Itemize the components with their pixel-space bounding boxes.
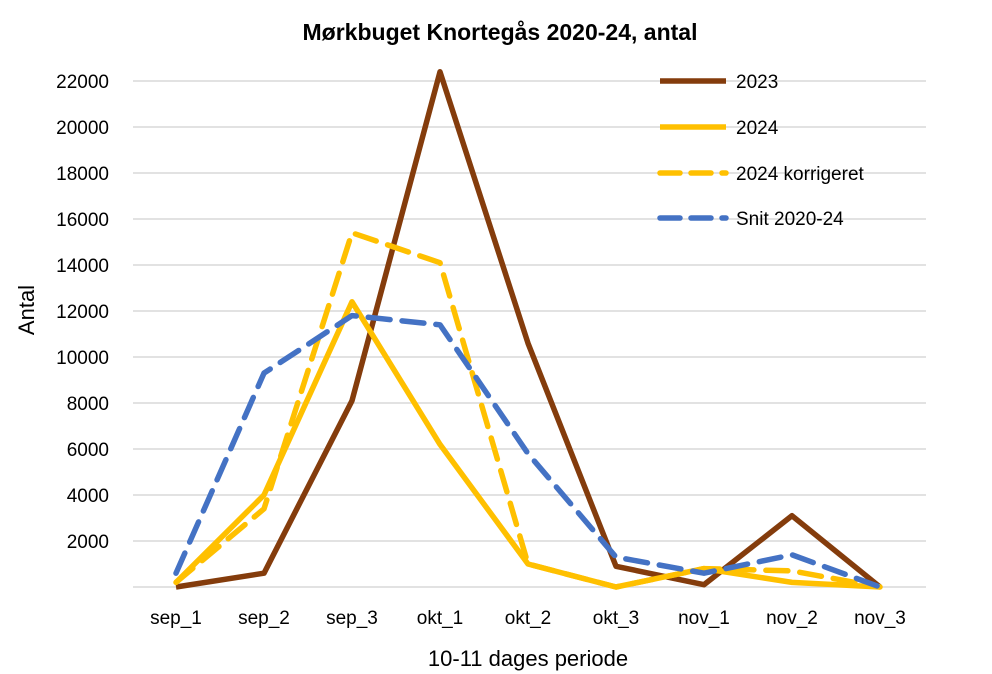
x-tick-label: sep_3 — [326, 608, 378, 629]
x-tick-label: okt_2 — [505, 608, 551, 629]
y-axis-ticks: 2000 4000 6000 8000 10000 12000 14000 16000 1800… — [56, 72, 109, 553]
y-tick-label: 4000 — [67, 486, 109, 507]
series-line-2024 — [174, 299, 881, 590]
x-tick-label: sep_2 — [238, 608, 290, 629]
x-tick-label: okt_3 — [593, 608, 639, 629]
gridlines — [133, 80, 926, 588]
series-lines — [173, 69, 883, 590]
y-tick-label: 12000 — [56, 302, 109, 323]
legend-label: 2024 korrigeret — [736, 164, 865, 185]
y-tick-label: 8000 — [67, 394, 109, 415]
legend-label: 2023 — [736, 72, 778, 93]
y-tick-label: 22000 — [56, 72, 109, 93]
x-axis-ticks: sep_1 sep_2 sep_3 okt_1 okt_2 okt_3 nov_1 nov_2… — [150, 608, 906, 629]
x-tick-label: sep_1 — [150, 608, 202, 629]
y-axis-label: Antal — [14, 285, 39, 335]
x-tick-label: nov_3 — [854, 608, 906, 629]
series-line-snit-2020-24 — [173, 312, 883, 590]
x-tick-label: okt_1 — [417, 608, 463, 629]
y-tick-label: 6000 — [67, 440, 109, 461]
x-axis-label: 10-11 dages periode — [428, 646, 628, 671]
y-tick-label: 16000 — [56, 210, 109, 231]
series-line-2024-korrigeret — [173, 230, 883, 590]
chart-title: Mørkbuget Knortegås 2020-24, antal — [303, 19, 698, 45]
legend-label: Snit 2020-24 — [736, 209, 844, 230]
x-tick-label: nov_1 — [678, 608, 730, 629]
y-tick-label: 2000 — [67, 532, 109, 553]
y-tick-label: 18000 — [56, 164, 109, 185]
y-tick-label: 10000 — [56, 348, 109, 369]
series-line-2023 — [175, 69, 882, 590]
x-tick-label: nov_2 — [766, 608, 818, 629]
legend-label: 2024 — [736, 118, 779, 139]
y-tick-label: 14000 — [56, 256, 109, 277]
y-tick-label: 20000 — [56, 118, 109, 139]
legend: 2023 2024 2024 korrigeret Snit 2020-24 — [657, 72, 865, 230]
